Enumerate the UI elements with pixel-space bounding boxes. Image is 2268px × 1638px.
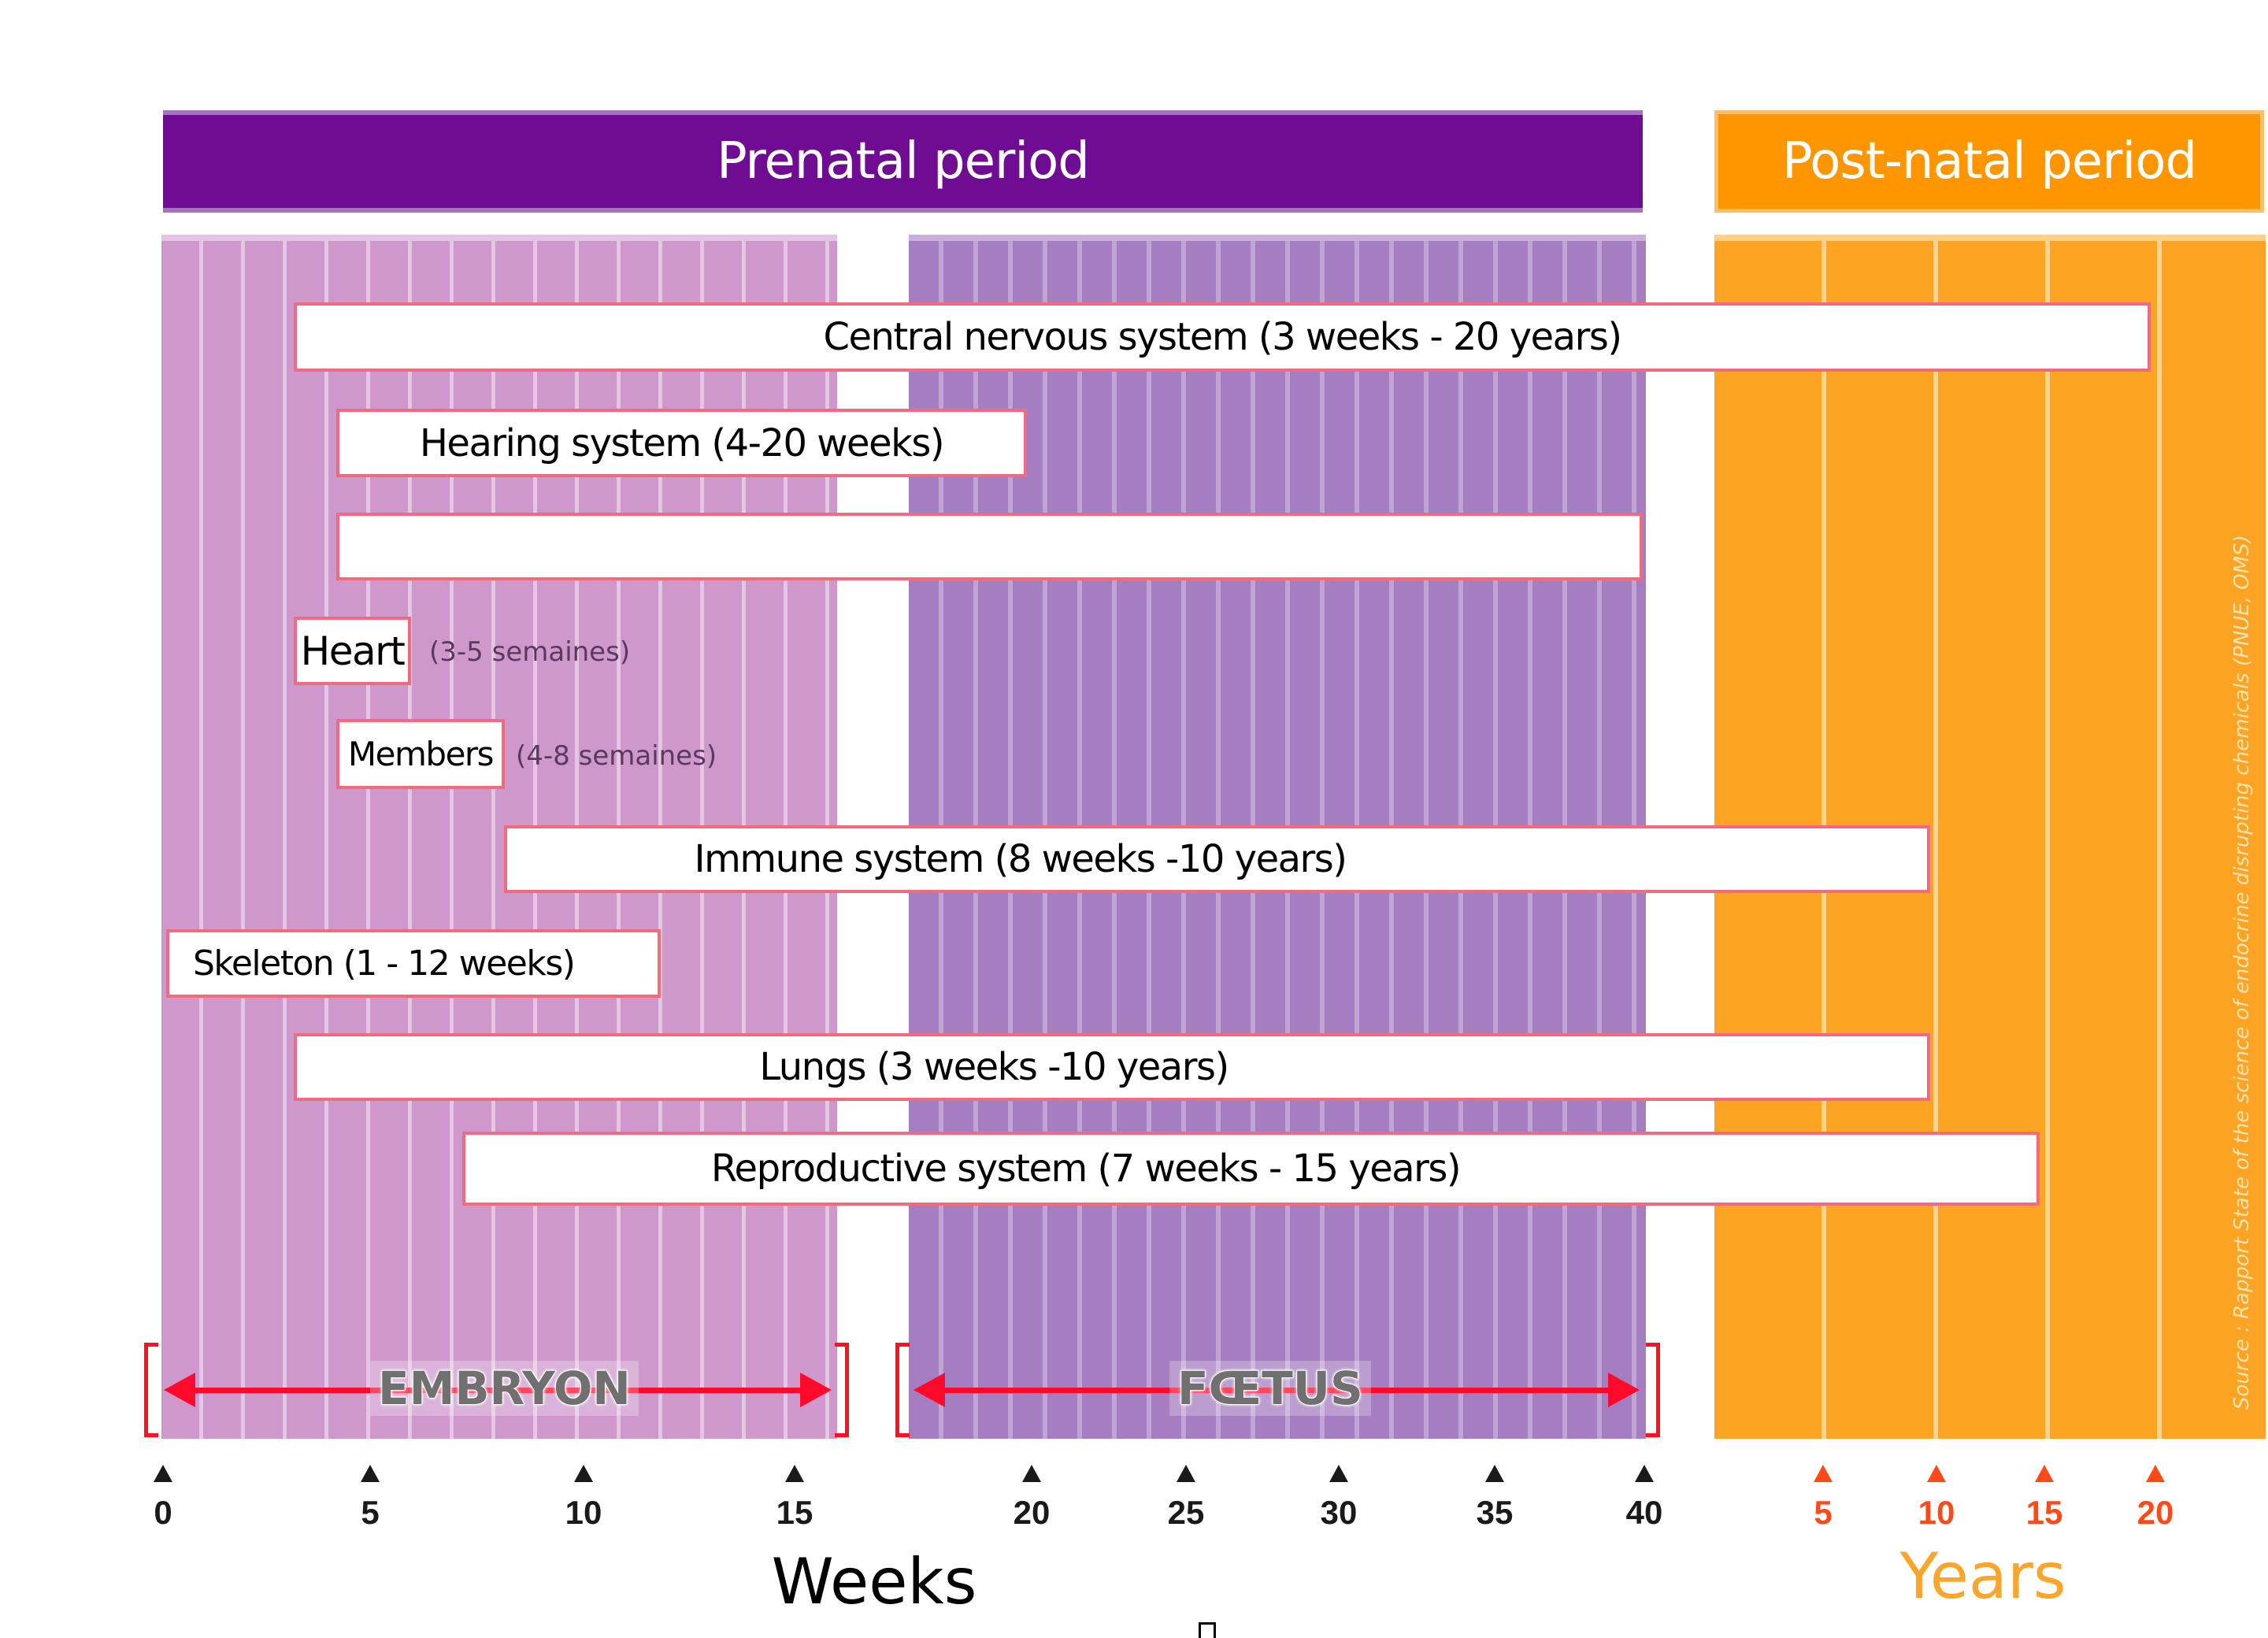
week-tick-label: 35 [1476, 1494, 1514, 1531]
year-tick-marker-icon [2035, 1465, 2054, 1482]
week-tick-marker-icon [1022, 1465, 1041, 1482]
members-note: (4-8 semaines) [516, 740, 717, 772]
year-tick-marker-icon [1927, 1465, 1946, 1482]
weeks-axis-title: Weeks [771, 1545, 977, 1618]
year-tick-marker-icon [1814, 1465, 1833, 1482]
bar-reproductive-system: Reproductive system (7 weeks - 15 years) [462, 1132, 2040, 1206]
week-tick-marker-icon [1177, 1465, 1195, 1482]
week-tick-label: 20 [1013, 1494, 1051, 1531]
bar-lungs: Lungs (3 weeks -10 years) [294, 1033, 1930, 1101]
week-tick-marker-icon [574, 1465, 593, 1482]
bar-label: Hearing system (4-20 weeks) [419, 421, 945, 465]
week-tick-marker-icon [1485, 1465, 1504, 1482]
bar-label: Lungs (3 weeks -10 years) [759, 1045, 1229, 1089]
embryon-label: EMBRYON [370, 1361, 639, 1416]
bar-label: Immune system (8 weeks -10 years) [694, 837, 1347, 881]
week-tick-marker-icon [785, 1465, 804, 1482]
bar-label: Reproductive system (7 weeks - 15 years) [710, 1147, 1462, 1191]
week-tick-marker-icon [1635, 1465, 1654, 1482]
year-tick-marker-icon [2146, 1465, 2165, 1482]
bar-label: Heart [300, 628, 406, 674]
heart-note: (3-5 semaines) [429, 636, 631, 668]
embryon-arrow-line [189, 1388, 825, 1393]
source-citation: Source : Rapport State of the science of… [2230, 535, 2254, 1410]
foetus-bracket-right [1646, 1343, 1660, 1437]
foetus-label: FŒTUS [1169, 1361, 1371, 1416]
week-tick-marker-icon [1329, 1465, 1348, 1482]
postnatal-period-label: Post-natal period [1781, 132, 2197, 191]
postnatal-period-banner: Post-natal period [1714, 110, 2264, 213]
bar-unlabeled [336, 513, 1643, 580]
bar-hearing-system: Hearing system (4-20 weeks) [336, 409, 1027, 477]
bar-label: Skeleton (1 - 12 weeks) [193, 943, 576, 984]
bar-label: Central nervous system (3 weeks - 20 yea… [823, 315, 1622, 359]
bar-immune-system: Immune system (8 weeks -10 years) [504, 825, 1930, 893]
foetus-arrow-line [937, 1388, 1622, 1393]
embryon-arrow-right-icon [800, 1373, 832, 1407]
week-tick-label: 40 [1625, 1494, 1663, 1531]
embryon-text: EMBRYON [377, 1361, 632, 1416]
years-axis-title: Years [1899, 1540, 2066, 1613]
foetus-text: FŒTUS [1177, 1361, 1364, 1416]
week-tick-label: 10 [565, 1494, 602, 1531]
week-tick-label: 30 [1320, 1494, 1358, 1531]
embryon-bracket-left [144, 1343, 158, 1437]
year-tick-label: 15 [2025, 1494, 2063, 1531]
bar-central-nervous-system: Central nervous system (3 weeks - 20 yea… [294, 302, 2151, 372]
year-tick-label: 20 [2136, 1494, 2174, 1531]
prenatal-period-label: Prenatal period [717, 132, 1090, 191]
prenatal-period-banner: Prenatal period [163, 110, 1643, 213]
week-tick-label: 0 [154, 1494, 172, 1531]
week-tick-label: 5 [361, 1494, 380, 1531]
bar-heart: Heart [294, 617, 411, 685]
missing-glyph-icon [1199, 1622, 1216, 1638]
embryon-bracket-right [835, 1343, 849, 1437]
bar-label: Members [347, 735, 495, 773]
week-tick-label: 25 [1167, 1494, 1205, 1531]
week-tick-marker-icon [154, 1465, 172, 1482]
week-tick-marker-icon [361, 1465, 380, 1482]
year-tick-label: 5 [1814, 1494, 1833, 1531]
foetus-bracket-left [895, 1343, 910, 1437]
week-tick-label: 15 [776, 1494, 813, 1531]
bar-skeleton: Skeleton (1 - 12 weeks) [166, 929, 661, 998]
year-tick-label: 10 [1918, 1494, 1955, 1531]
bar-members: Members [336, 719, 505, 789]
foetus-arrow-right-icon [1608, 1373, 1640, 1407]
